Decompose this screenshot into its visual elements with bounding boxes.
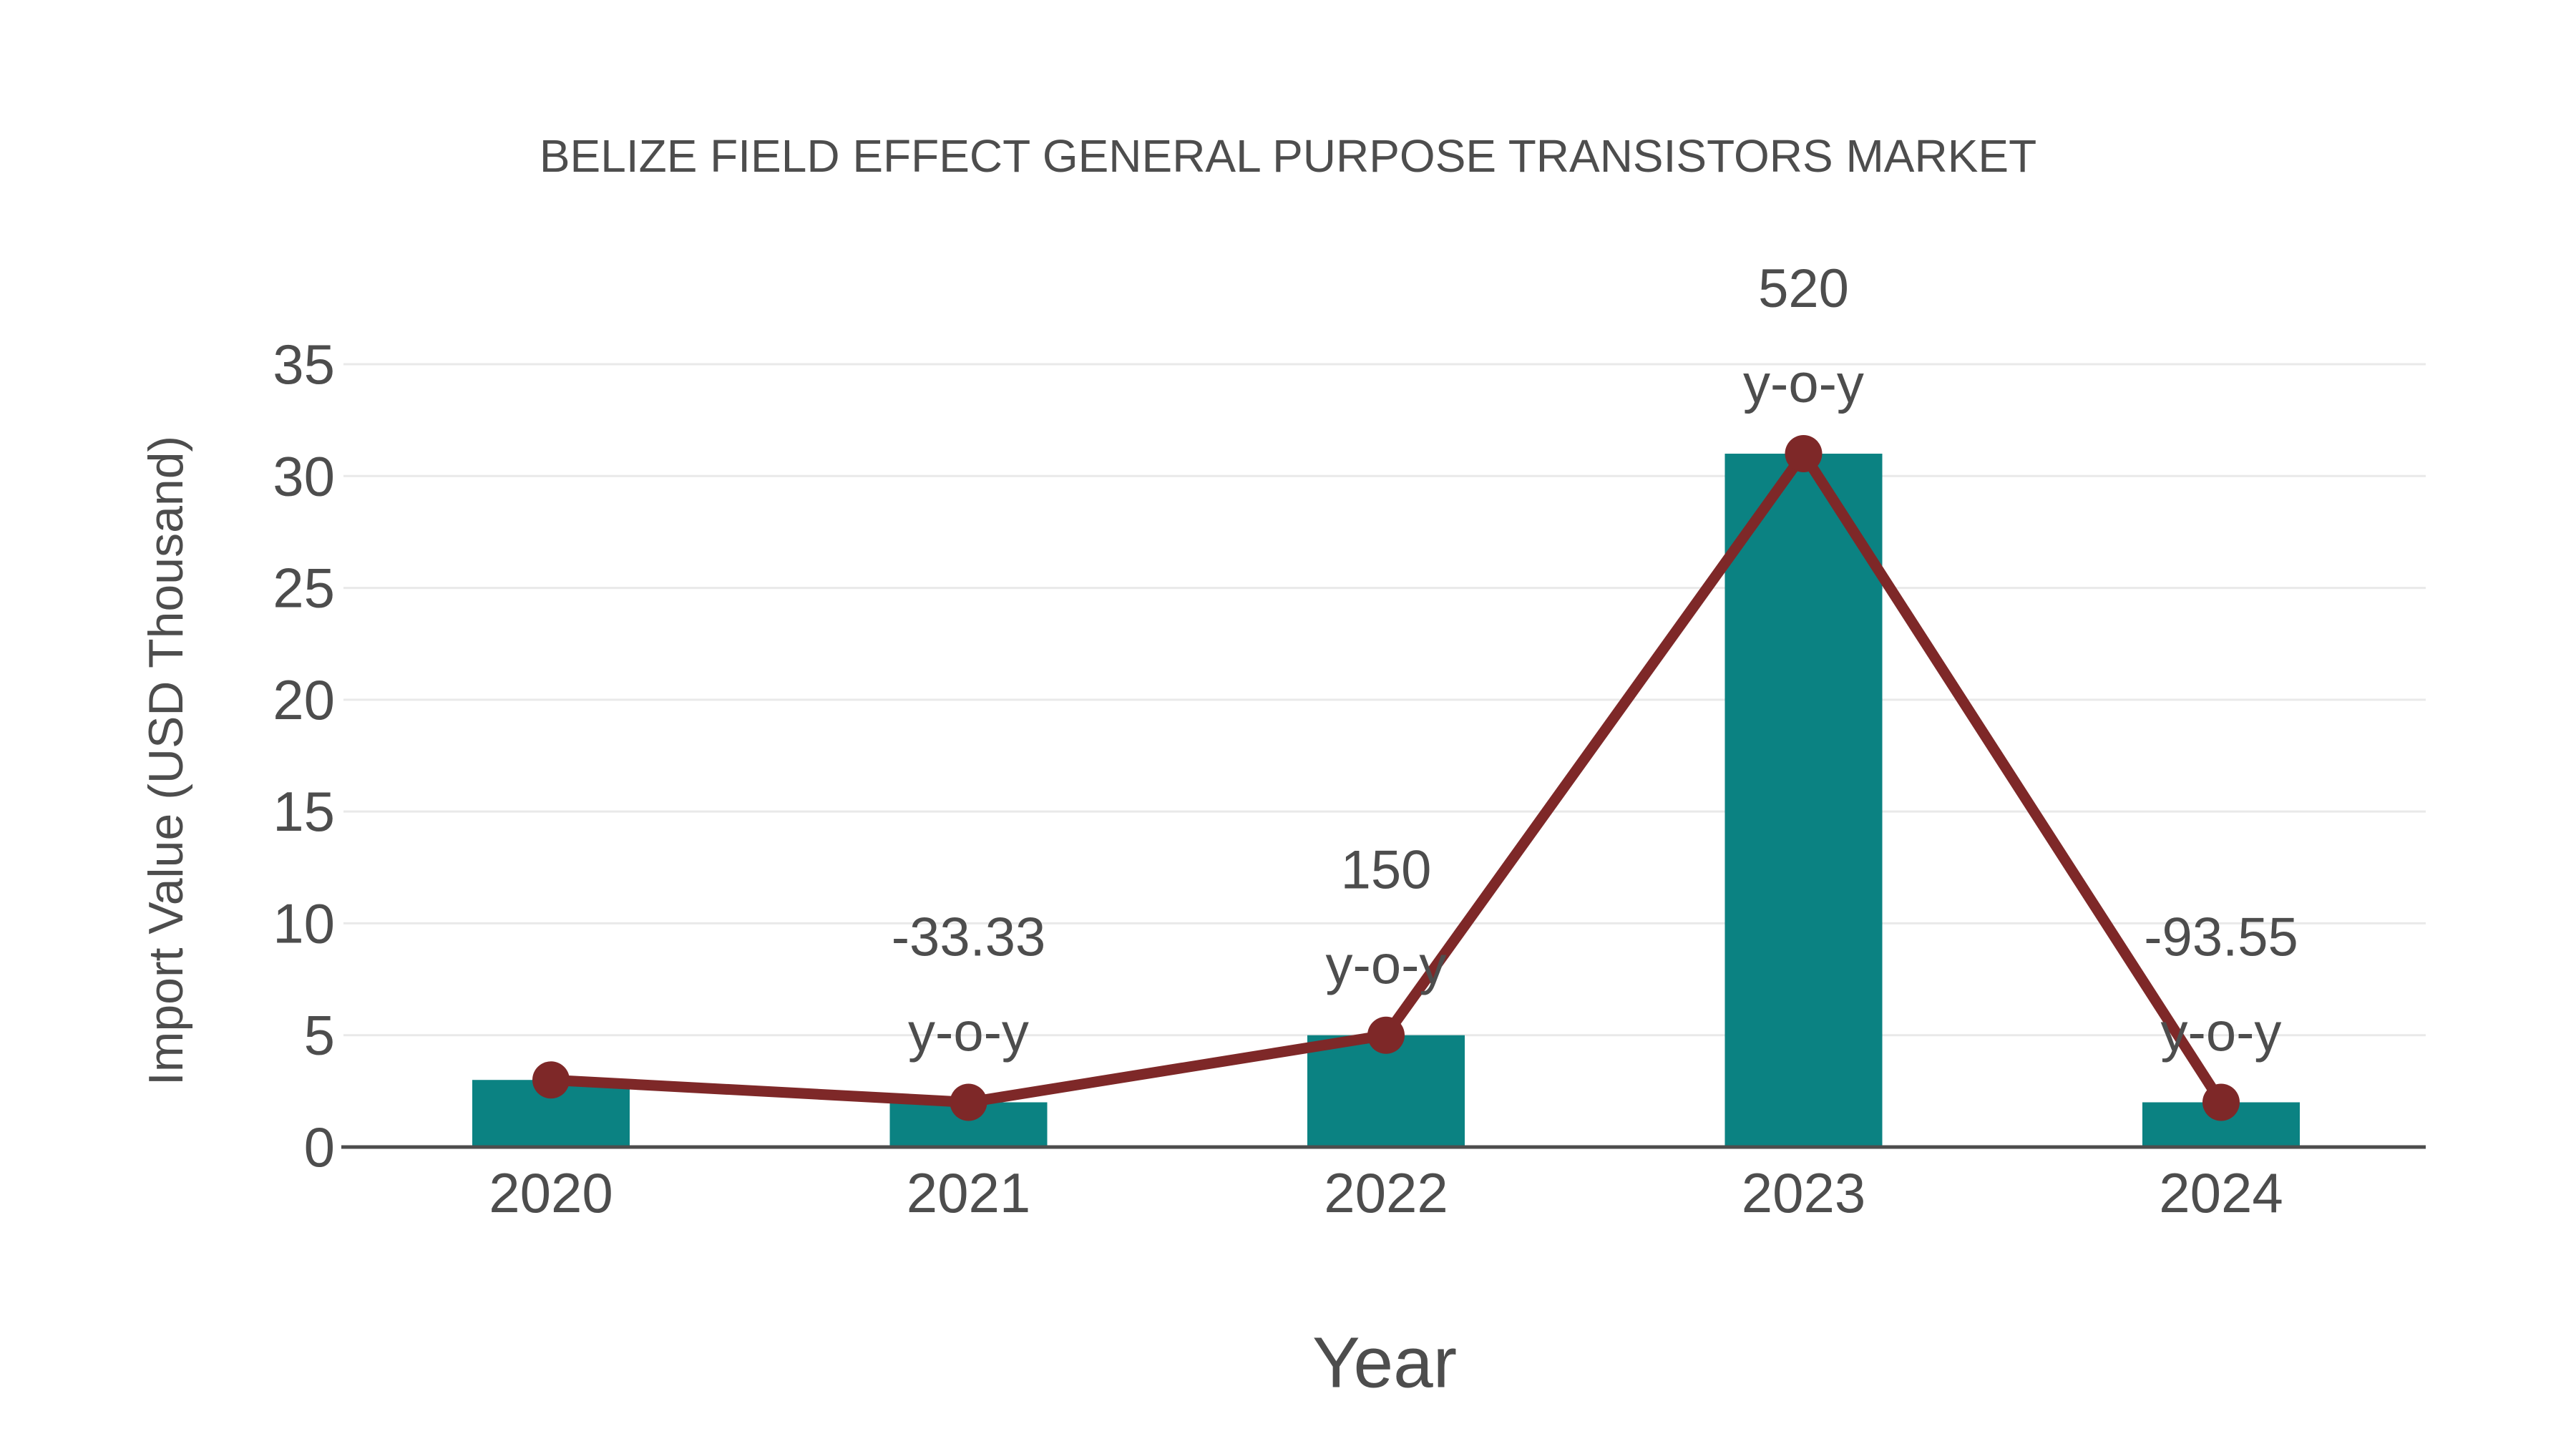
y-tick-label: 10 (273, 892, 335, 955)
x-tick-label-2024: 2024 (2159, 1161, 2283, 1224)
x-tick-label-2023: 2023 (1742, 1161, 1866, 1224)
yoy-value-2021: -33.33 (892, 907, 1046, 967)
y-tick-label: 25 (273, 557, 335, 620)
line-marker-2022 (1367, 1016, 1405, 1054)
y-tick-label: 0 (304, 1116, 335, 1179)
x-axis-title: Year (1312, 1322, 1458, 1403)
yoy-suffix-2024: y-o-y (2161, 1002, 2282, 1063)
x-tick-label-2020: 2020 (489, 1161, 613, 1224)
x-tick-label-2021: 2021 (907, 1161, 1031, 1224)
yoy-suffix-2023: y-o-y (1743, 353, 1864, 414)
y-tick-label: 15 (273, 780, 335, 843)
line-marker-2021 (950, 1083, 987, 1121)
chart-title: BELIZE FIELD EFFECT GENERAL PURPOSE TRAN… (539, 130, 2037, 182)
bar-2022 (1307, 1035, 1465, 1147)
yoy-value-2023: 520 (1758, 258, 1849, 319)
line-marker-2020 (532, 1061, 570, 1099)
trend-line (550, 448, 2226, 1108)
bar-2023 (1724, 454, 1883, 1147)
yoy-suffix-2022: y-o-y (1326, 935, 1447, 996)
yoy-value-2024: -93.55 (2144, 907, 2298, 967)
y-tick-label: 35 (273, 333, 335, 396)
y-tick-label: 30 (273, 444, 335, 507)
yoy-suffix-2021: y-o-y (908, 1002, 1029, 1063)
line-marker-2023 (1785, 435, 1823, 473)
y-tick-label: 5 (304, 1004, 335, 1067)
yoy-value-2022: 150 (1341, 840, 1432, 901)
x-tick-label-2022: 2022 (1324, 1161, 1448, 1224)
line-marker-2024 (2202, 1083, 2240, 1121)
y-tick-label: 20 (273, 668, 335, 731)
